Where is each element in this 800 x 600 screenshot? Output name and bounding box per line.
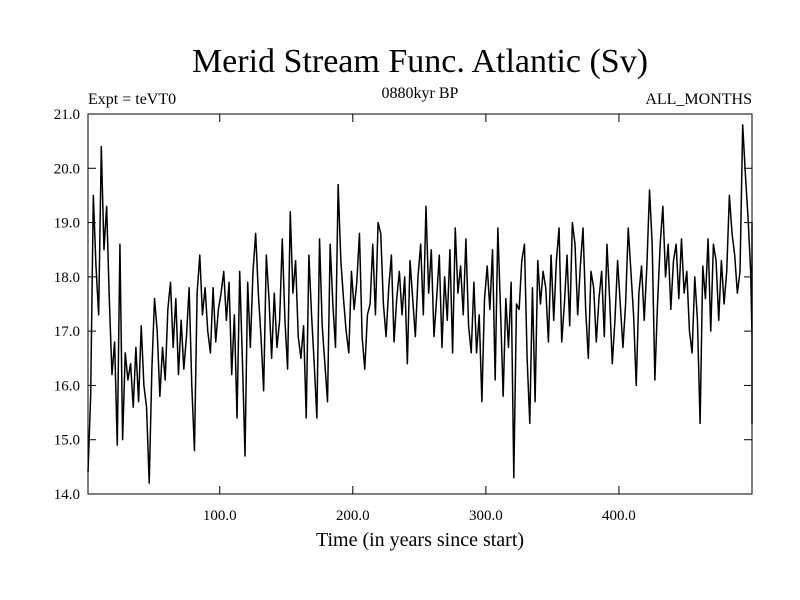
y-tick-label: 17.0: [54, 324, 80, 340]
y-tick-label: 19.0: [54, 216, 80, 232]
time-period-label: 0880kyr BP: [382, 85, 459, 102]
y-tick-label: 18.0: [54, 270, 80, 286]
x-axis-ticks: 100.0 200.0 300.0 400.0: [203, 114, 636, 524]
x-tick-label: 200.0: [336, 508, 370, 524]
data-series-line: [87, 124, 753, 484]
x-tick-label: 400.0: [602, 508, 636, 524]
x-axis-label: Time (in years since start): [316, 529, 524, 551]
x-tick-label: 300.0: [469, 508, 503, 524]
chart-title: Merid Stream Func. Atlantic (Sv): [192, 43, 648, 80]
y-tick-label: 21.0: [54, 107, 80, 123]
y-tick-label: 14.0: [54, 487, 80, 503]
y-axis-ticks: 14.0 15.0 16.0 17.0 18.0 19.0 20.0 21.0: [54, 107, 752, 503]
months-label: ALL_MONTHS: [645, 91, 752, 108]
y-tick-label: 20.0: [54, 161, 80, 177]
y-tick-label: 15.0: [54, 433, 80, 449]
x-tick-label: 100.0: [203, 508, 237, 524]
y-tick-label: 16.0: [54, 378, 80, 394]
experiment-label: Expt = teVT0: [88, 91, 176, 108]
